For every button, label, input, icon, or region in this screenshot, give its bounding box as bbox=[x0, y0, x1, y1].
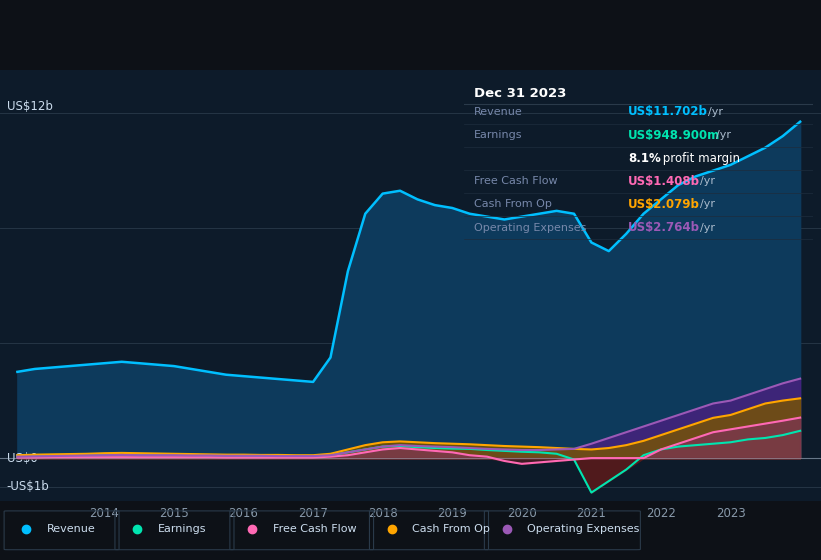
Text: US$1.408b: US$1.408b bbox=[628, 175, 699, 188]
Text: US$2.079b: US$2.079b bbox=[628, 198, 699, 211]
Text: Earnings: Earnings bbox=[475, 130, 523, 140]
Text: /yr: /yr bbox=[700, 176, 715, 186]
Text: -US$1b: -US$1b bbox=[7, 480, 49, 493]
Text: Revenue: Revenue bbox=[475, 107, 523, 117]
Text: Free Cash Flow: Free Cash Flow bbox=[273, 524, 356, 534]
Text: US$2.764b: US$2.764b bbox=[628, 221, 699, 234]
Text: /yr: /yr bbox=[700, 199, 715, 209]
Text: Free Cash Flow: Free Cash Flow bbox=[475, 176, 558, 186]
Text: Cash From Op: Cash From Op bbox=[475, 199, 553, 209]
Text: Revenue: Revenue bbox=[47, 524, 95, 534]
Text: Operating Expenses: Operating Expenses bbox=[527, 524, 640, 534]
Text: /yr: /yr bbox=[716, 130, 731, 140]
Text: /yr: /yr bbox=[708, 107, 723, 117]
Text: US$11.702b: US$11.702b bbox=[628, 105, 708, 119]
Text: Dec 31 2023: Dec 31 2023 bbox=[475, 87, 566, 100]
Text: 8.1%: 8.1% bbox=[628, 152, 661, 165]
Text: US$0: US$0 bbox=[7, 451, 37, 465]
Text: US$12b: US$12b bbox=[7, 100, 53, 113]
Text: Earnings: Earnings bbox=[158, 524, 206, 534]
Text: Cash From Op: Cash From Op bbox=[412, 524, 490, 534]
Text: US$948.900m: US$948.900m bbox=[628, 129, 720, 142]
Text: profit margin: profit margin bbox=[659, 152, 741, 165]
Text: /yr: /yr bbox=[700, 222, 715, 232]
Text: Operating Expenses: Operating Expenses bbox=[475, 222, 587, 232]
